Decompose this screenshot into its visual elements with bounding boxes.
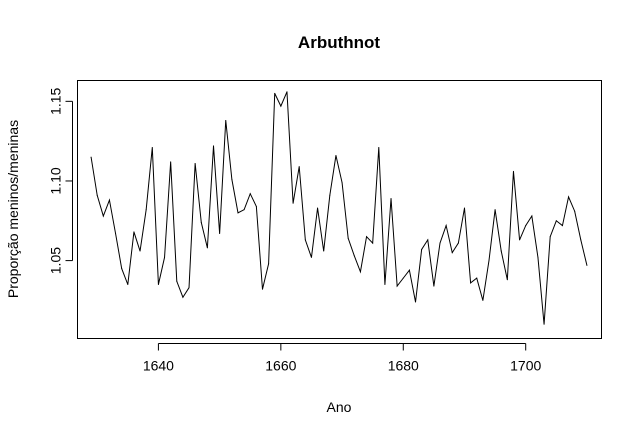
data-point	[549, 236, 551, 238]
data-point	[439, 242, 441, 244]
data-point	[463, 207, 465, 209]
data-point	[537, 256, 539, 258]
data-point	[445, 225, 447, 227]
y-tick-label: 1.05	[48, 247, 64, 274]
data-point	[133, 231, 135, 233]
plot-area-frame	[77, 80, 602, 339]
data-point	[298, 166, 300, 168]
data-point	[335, 154, 337, 156]
data-point	[519, 239, 521, 241]
data-point	[353, 255, 355, 257]
y-axis-label: Proporção meninos/meninas	[5, 120, 21, 298]
y-tick-label: 1.15	[48, 88, 64, 115]
data-point	[586, 264, 588, 266]
data-point	[237, 212, 239, 214]
data-point	[127, 283, 129, 285]
x-axis: 1640 1660 1680 1700	[143, 343, 541, 374]
data-point	[476, 277, 478, 279]
data-point	[415, 301, 417, 303]
series-line	[90, 91, 588, 325]
data-point	[341, 182, 343, 184]
data-point	[176, 280, 178, 282]
x-tick-label: 1680	[388, 358, 419, 374]
data-point	[482, 299, 484, 301]
data-point	[213, 145, 215, 147]
data-point	[108, 199, 110, 201]
data-point	[396, 285, 398, 287]
series-group	[90, 91, 588, 325]
data-point	[304, 239, 306, 241]
data-point	[274, 92, 276, 94]
data-point	[115, 233, 117, 235]
data-point	[157, 283, 159, 285]
chart-title: Arbuthnot	[298, 33, 380, 52]
data-point	[506, 279, 508, 281]
data-point	[292, 202, 294, 204]
data-point	[200, 221, 202, 223]
data-point	[206, 247, 208, 249]
data-point	[451, 252, 453, 254]
data-point	[90, 156, 92, 158]
data-point	[531, 215, 533, 217]
data-point	[249, 193, 251, 195]
data-point	[286, 91, 288, 93]
data-point	[366, 236, 368, 238]
data-point	[402, 277, 404, 279]
data-point	[329, 194, 331, 196]
data-point	[421, 248, 423, 250]
data-point	[470, 282, 472, 284]
data-point	[390, 197, 392, 199]
data-point	[280, 105, 282, 107]
data-point	[378, 147, 380, 149]
data-point	[96, 194, 98, 196]
data-point	[457, 242, 459, 244]
data-point	[139, 250, 141, 252]
data-point	[500, 250, 502, 252]
data-point	[512, 170, 514, 172]
data-point	[310, 256, 312, 258]
x-tick-label: 1660	[265, 358, 296, 374]
data-point	[359, 271, 361, 273]
data-point	[182, 296, 184, 298]
data-point	[188, 287, 190, 289]
data-point	[488, 260, 490, 262]
data-point	[194, 162, 196, 164]
y-tick-label: 1.10	[48, 167, 64, 194]
y-axis: 1.05 1.10 1.15	[48, 88, 73, 274]
data-point	[170, 161, 172, 163]
data-point	[231, 178, 233, 180]
x-tick-label: 1700	[510, 358, 541, 374]
x-axis-label: Ano	[327, 399, 352, 415]
data-point	[427, 239, 429, 241]
data-point	[151, 147, 153, 149]
data-point	[121, 268, 123, 270]
data-point	[268, 263, 270, 265]
data-point	[164, 256, 166, 258]
data-point	[525, 225, 527, 227]
data-point	[494, 209, 496, 211]
data-point	[243, 209, 245, 211]
data-point	[145, 209, 147, 211]
x-tick-label: 1640	[143, 358, 174, 374]
data-point	[408, 269, 410, 271]
data-point	[433, 285, 435, 287]
data-point	[568, 196, 570, 198]
data-point	[347, 237, 349, 239]
data-point	[574, 210, 576, 212]
data-point	[261, 288, 263, 290]
data-point	[555, 220, 557, 222]
data-point	[561, 225, 563, 227]
data-point	[580, 239, 582, 241]
data-point	[323, 250, 325, 252]
data-point	[543, 323, 545, 325]
data-point	[225, 119, 227, 121]
data-point	[255, 205, 257, 207]
data-point	[372, 242, 374, 244]
data-point	[219, 233, 221, 235]
data-point	[102, 215, 104, 217]
data-point	[384, 283, 386, 285]
data-point	[317, 207, 319, 209]
